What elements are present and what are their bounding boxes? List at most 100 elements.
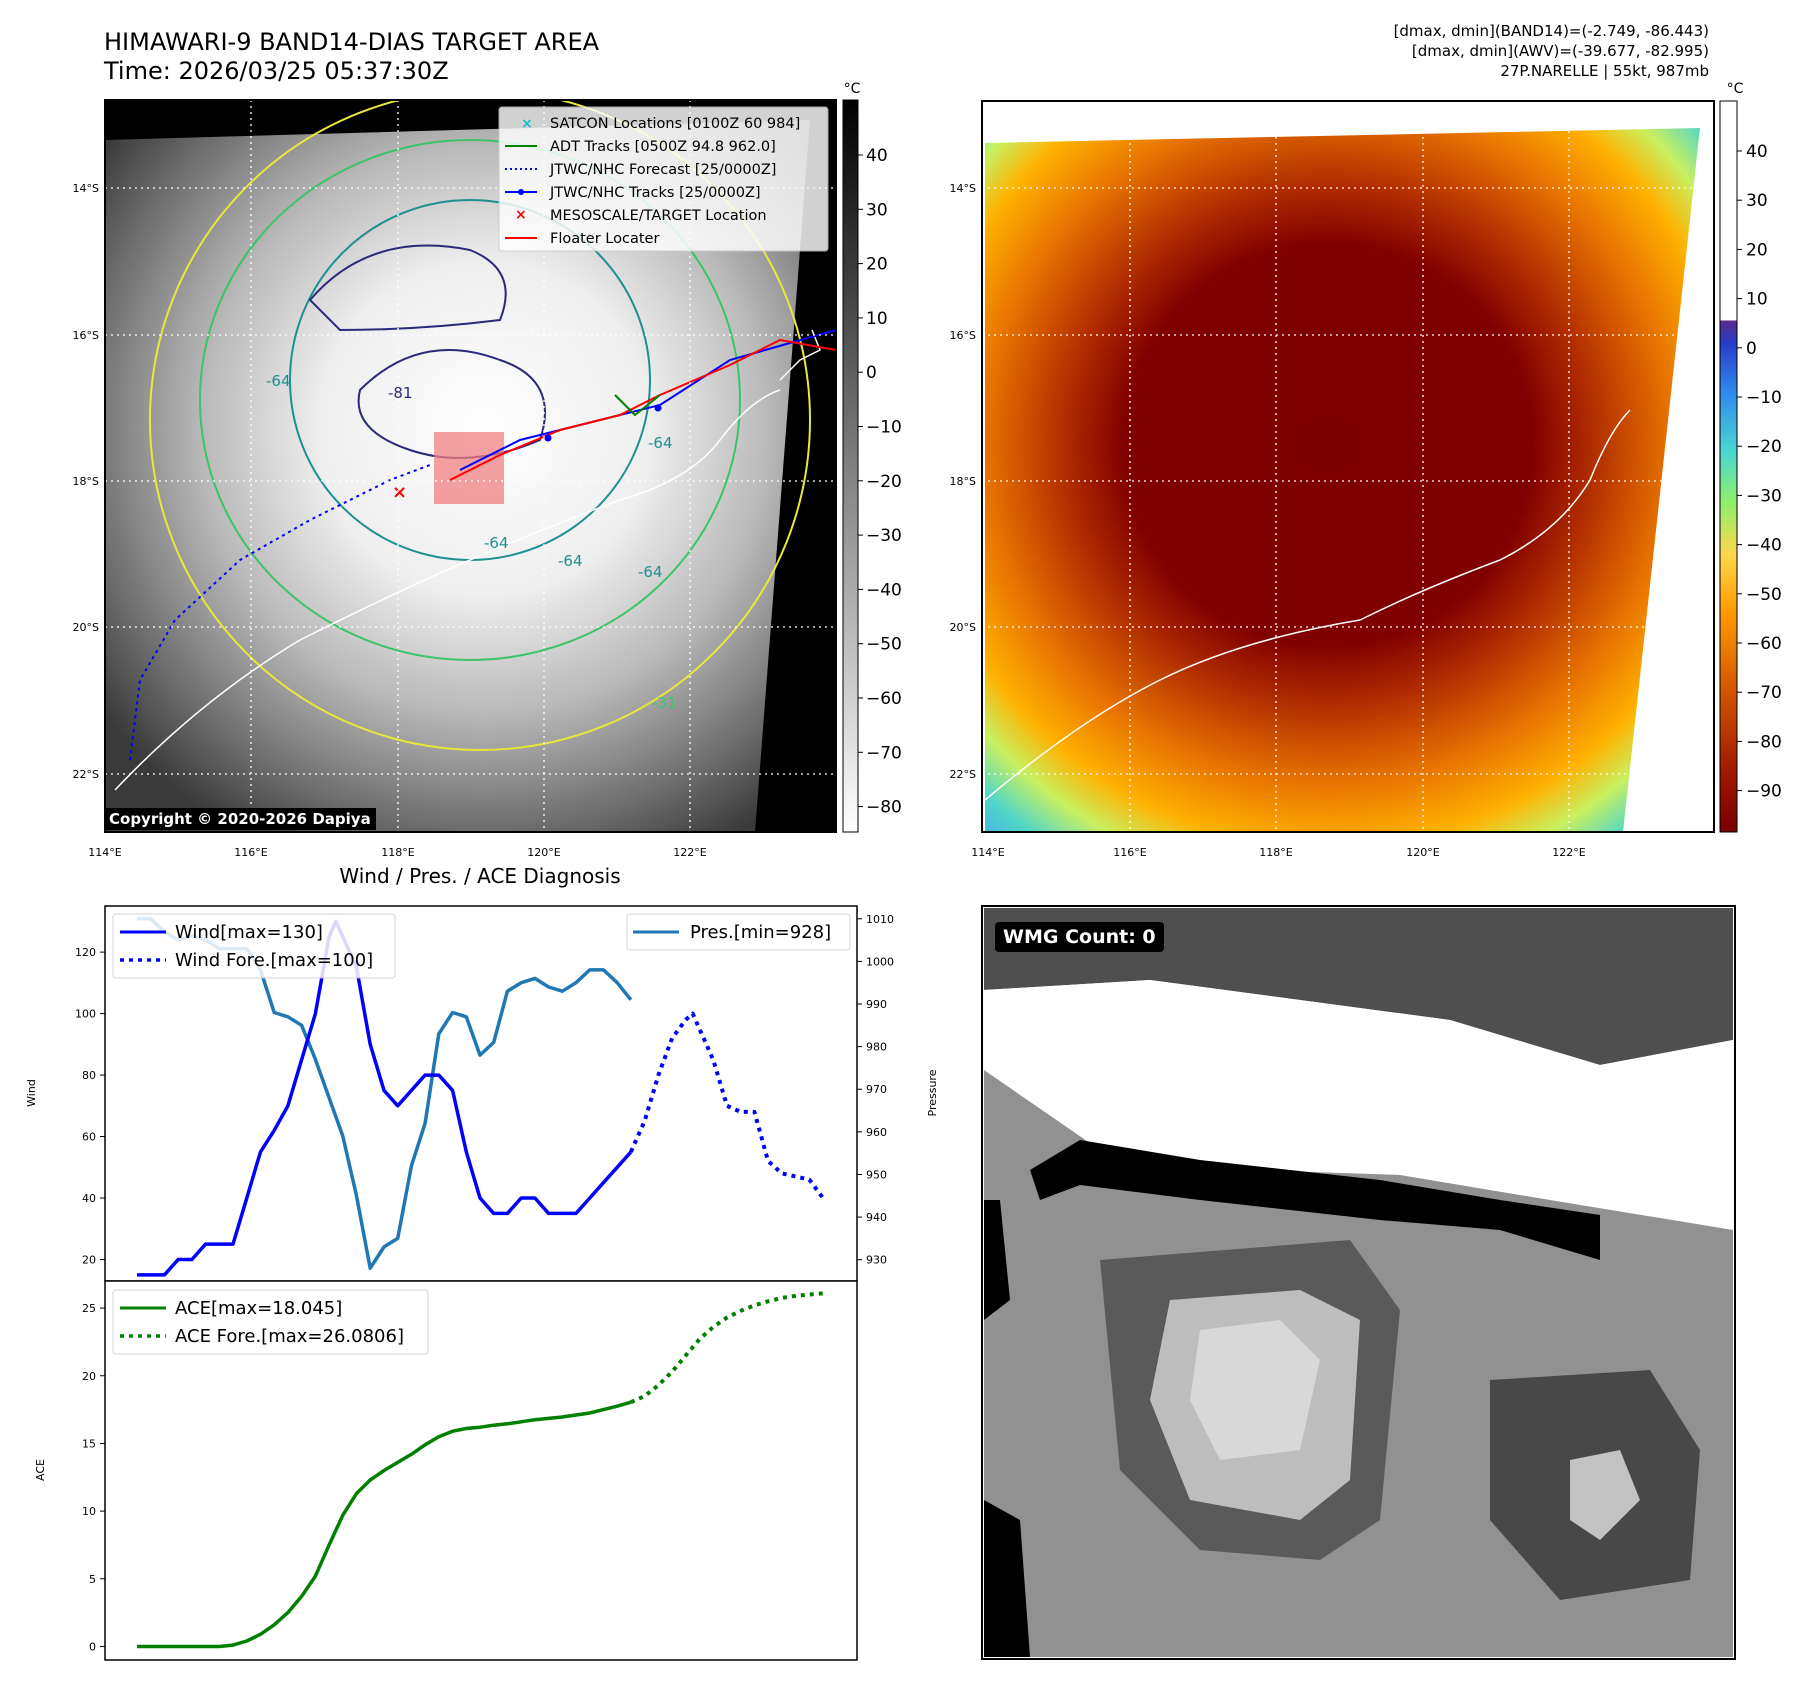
wind-tick-label: 60	[82, 1131, 96, 1144]
best-track	[459, 329, 836, 471]
lat-label: 22°S	[73, 768, 99, 781]
colorbar-tick-label: 40	[1746, 142, 1768, 162]
lon-label: 120°E	[1406, 846, 1439, 859]
contour-label: -64	[638, 563, 663, 581]
colorbar-tick-label: −90	[1746, 782, 1782, 802]
wind-line	[137, 919, 633, 1277]
contour-label: -64	[648, 434, 673, 452]
colorbar-tick-label: 0	[866, 363, 877, 383]
legend-tracks: JTWC/NHC Tracks [25/0000Z]	[549, 185, 761, 201]
pressure-axis-label: Pressure	[926, 1069, 939, 1116]
contour-label: -64	[484, 534, 509, 552]
header-info-band14: [dmax, dmin](BAND14)=(-2.749, -86.443)	[1393, 22, 1709, 40]
lon-label: 122°E	[1552, 846, 1585, 859]
contour-label: -64	[558, 552, 583, 570]
lat-label: 18°S	[950, 475, 976, 488]
colorbar-tick-label: −40	[1746, 536, 1782, 556]
contour-label: -64	[266, 372, 291, 390]
wind-tick-label: 40	[82, 1192, 96, 1205]
wind-tick-label: 120	[75, 946, 96, 959]
map-legend	[498, 106, 829, 252]
colorbar-tick-label: 0	[1746, 339, 1757, 359]
pressure-tick-label: 950	[866, 1168, 887, 1181]
svg-text:×: ×	[515, 207, 527, 223]
lon-label: 114°E	[971, 846, 1004, 859]
pressure-tick-label: 930	[866, 1254, 887, 1267]
header-info-storm: 27P.NARELLE | 55kt, 987mb	[1500, 62, 1709, 80]
ace-forecast-line	[630, 1291, 824, 1405]
lon-label: 116°E	[234, 846, 267, 859]
legend-pressure: Pres.[min=928]	[690, 922, 831, 943]
legend-satcon: SATCON Locations [0100Z 60 984]	[550, 116, 800, 132]
colorbar-tick-label: 20	[866, 255, 888, 275]
colorbar-tick-label: −10	[1746, 388, 1782, 408]
lon-label: 118°E	[381, 846, 414, 859]
wind-tick-label: 20	[82, 1253, 96, 1266]
forecast-track	[129, 464, 431, 761]
target-area-box	[434, 432, 504, 504]
colorbar-tick-label: −60	[1746, 634, 1782, 654]
colorbar-tick-label: −50	[866, 635, 902, 655]
legend-adt: ADT Tracks [0500Z 94.8 962.0]	[550, 139, 776, 155]
pressure-tick-label: 1010	[866, 913, 894, 926]
lat-label: 22°S	[950, 768, 976, 781]
lat-label: 20°S	[73, 621, 99, 634]
colorbar-tick-label: −60	[866, 689, 902, 709]
wmg-count-label: WMG Count: 0	[995, 922, 1164, 952]
colorbar-tick-label: 10	[1746, 290, 1768, 310]
wind-forecast-line	[629, 1011, 825, 1200]
ace-tick-label: 0	[89, 1640, 96, 1653]
ace-tick-label: 10	[82, 1505, 96, 1518]
legend-ace: ACE[max=18.045]	[175, 1298, 342, 1319]
satellite-swath-color	[985, 128, 1700, 832]
colorbar-tick-label: −70	[866, 743, 902, 763]
lat-label: 14°S	[73, 182, 99, 195]
colorbar-tick-label: −80	[1746, 732, 1782, 752]
colorbar-tick-label: −20	[1746, 437, 1782, 457]
pressure-tick-label: 940	[866, 1211, 887, 1224]
lat-label: 16°S	[73, 329, 99, 342]
ir-map-panel: × -64 -81 -64 -64 -64 -64 -31 × × SATCON…	[104, 99, 837, 833]
color-map-panel	[981, 100, 1715, 833]
color-colorbar: °C 40 30 20 10 0 −10 −20 −30 −40 −50 −60 −70 −80 −90	[1719, 81, 1782, 833]
pressure-legend	[626, 913, 851, 951]
lon-label: 120°E	[527, 846, 560, 859]
colorbar-tick-label: 20	[1746, 240, 1768, 260]
colorbar-tick-label: −10	[866, 418, 902, 438]
colorbar-tick-label: 10	[866, 309, 888, 329]
lat-label: 16°S	[950, 329, 976, 342]
pressure-tick-label: 980	[866, 1041, 887, 1054]
wmg-panel	[981, 905, 1736, 1660]
ace-axis-label: ACE	[34, 1459, 47, 1481]
contour-label: -81	[388, 384, 413, 402]
pressure-tick-label: 970	[866, 1083, 887, 1096]
gray-colorbar: °C 40 30 20 10 0 −10 −20 −30 −40 −50 −60 −70 −80	[842, 81, 902, 833]
contour-label: -31	[652, 694, 677, 712]
ace-tick-label: 5	[89, 1573, 96, 1586]
wind-tick-label: 80	[82, 1069, 96, 1082]
colorbar-tick-label: −80	[866, 798, 902, 818]
lat-label: 18°S	[73, 475, 99, 488]
chart-title: Wind / Pres. / ACE Diagnosis	[339, 864, 620, 888]
colorbar-tick-label: −30	[866, 526, 902, 546]
pressure-tick-label: 1000	[866, 955, 894, 968]
colorbar-tick-label: −30	[1746, 486, 1782, 506]
legend-forecast: JTWC/NHC Forecast [25/0000Z]	[549, 162, 776, 178]
lat-label: 20°S	[950, 621, 976, 634]
pressure-tick-label: 990	[866, 998, 887, 1011]
legend-floater: Floater Locater	[550, 231, 659, 247]
ace-tick-label: 25	[82, 1302, 96, 1315]
pressure-tick-label: 960	[866, 1126, 887, 1139]
floater-track	[449, 338, 836, 481]
colorbar-unit: °C	[1727, 81, 1744, 97]
lon-label: 122°E	[673, 846, 706, 859]
legend-wind-forecast: Wind Fore.[max=100]	[175, 950, 373, 971]
header-time: Time: 2026/03/25 05:37:30Z	[104, 57, 449, 85]
lon-label: 114°E	[88, 846, 121, 859]
legend-ace-forecast: ACE Fore.[max=26.0806]	[175, 1326, 404, 1347]
svg-text:×: ×	[521, 116, 533, 132]
colorbar-tick-label: −50	[1746, 585, 1782, 605]
colorbar-tick-label: −40	[866, 580, 902, 600]
ace-line	[137, 1400, 632, 1649]
